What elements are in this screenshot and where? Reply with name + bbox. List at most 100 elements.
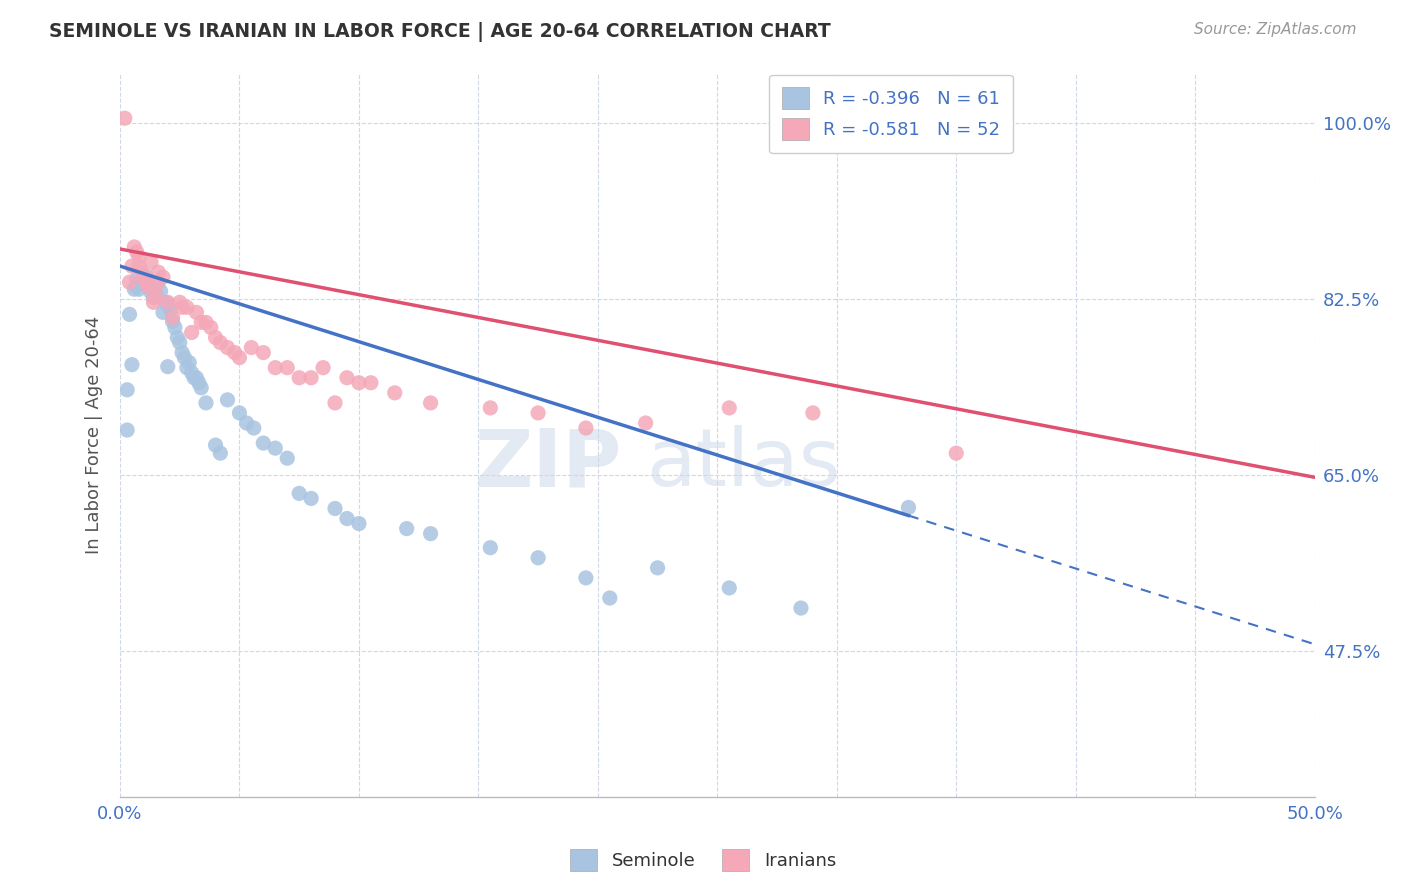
Point [156,297,179,311]
Point [139,285,162,300]
Point [180,366,202,380]
Point [176,301,198,315]
Point [252,345,274,359]
Point [172,345,194,359]
Point [240,341,263,355]
Point [897,500,920,515]
Point [138,280,160,294]
Point [575,571,598,585]
Y-axis label: In Labor Force | Age 20-64: In Labor Force | Age 20-64 [86,316,103,554]
Point [155,295,177,310]
Point [647,561,669,575]
Point [118,307,141,321]
Point [169,335,191,350]
Point [527,550,550,565]
Point [132,270,155,285]
Point [395,522,418,536]
Point [347,376,370,390]
Point [200,320,222,334]
Point [195,396,218,410]
Point [575,421,598,435]
Point [139,255,162,269]
Point [145,279,167,293]
Point [169,295,191,310]
Point [190,381,212,395]
Point [179,356,201,370]
Point [479,401,502,415]
Point [384,385,406,400]
Text: atlas: atlas [645,425,839,503]
Point [217,341,239,355]
Text: ZIP: ZIP [474,425,621,503]
Text: Source: ZipAtlas.com: Source: ZipAtlas.com [1194,22,1357,37]
Point [145,290,167,304]
Point [156,359,179,374]
Point [242,421,264,435]
Point [299,370,322,384]
Point [419,396,441,410]
Point [145,285,167,300]
Point [187,376,209,390]
Point [204,330,226,344]
Point [235,416,257,430]
Point [148,265,170,279]
Point [323,501,346,516]
Point [801,406,824,420]
Point [124,282,146,296]
Point [336,511,359,525]
Point [718,581,741,595]
Point [347,516,370,531]
Point [172,301,194,315]
Point [142,295,165,310]
Point [790,601,813,615]
Point [323,396,346,410]
Point [228,406,250,420]
Point [125,279,148,293]
Point [128,277,150,292]
Point [288,370,311,384]
Point [159,302,181,317]
Point [166,330,188,344]
Point [945,446,967,460]
Point [152,270,174,285]
Point [336,370,359,384]
Point [228,351,250,365]
Point [121,358,143,372]
Point [299,491,322,506]
Point [149,284,172,298]
Legend: R = -0.396   N = 61, R = -0.581   N = 52: R = -0.396 N = 61, R = -0.581 N = 52 [769,75,1012,153]
Text: SEMINOLE VS IRANIAN IN LABOR FORCE | AGE 20-64 CORRELATION CHART: SEMINOLE VS IRANIAN IN LABOR FORCE | AGE… [49,22,831,42]
Point [128,250,150,264]
Point [224,345,246,359]
Point [276,360,298,375]
Point [173,351,195,365]
Point [209,446,232,460]
Point [115,383,138,397]
Point [148,275,170,289]
Point [135,269,157,284]
Point [264,360,287,375]
Point [125,272,148,286]
Point [162,310,184,325]
Point [634,416,657,430]
Point [360,376,382,390]
Point [599,591,621,605]
Point [312,360,335,375]
Point [114,112,136,126]
Point [527,406,550,420]
Point [217,392,239,407]
Point [176,360,198,375]
Point [276,451,298,466]
Point [128,282,150,296]
Point [142,290,165,304]
Point [419,526,441,541]
Point [162,314,184,328]
Point [209,335,232,350]
Point [131,274,153,288]
Point [264,441,287,455]
Point [135,275,157,289]
Point [128,259,150,273]
Point [186,305,208,319]
Point [131,265,153,279]
Point [718,401,741,415]
